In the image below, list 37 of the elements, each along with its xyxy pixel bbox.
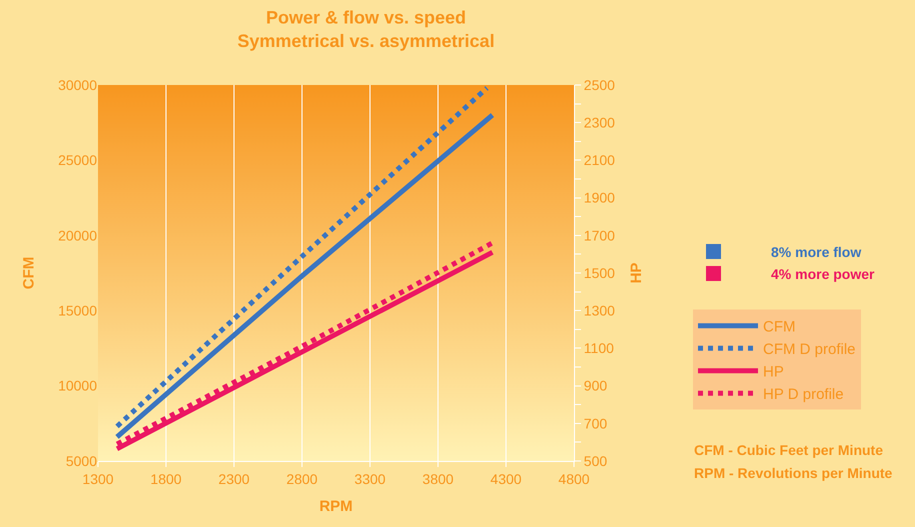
x-axis-title: RPM (319, 498, 353, 515)
text: 8% more flow (771, 244, 862, 260)
y-tick-label: 20000 (58, 227, 98, 244)
chart-title: Power & flow vs. speed Symmetrical vs. asymmetrical (237, 8, 495, 52)
y-tick-label: 10000 (58, 378, 98, 394)
legend-label: CFM D profile (763, 341, 856, 358)
y2-tick-label: 1500 (584, 264, 616, 281)
x-tick-label: 1800 (150, 470, 182, 487)
text: CFM - Cubic Feet per Minute (694, 442, 884, 458)
y2-axis-title: HP (628, 262, 646, 284)
y2-tick-label: 500 (584, 452, 608, 469)
x-tick-label: 3300 (354, 470, 386, 487)
y2-tick-label: 1700 (584, 227, 616, 244)
y2-tick-label: 900 (584, 378, 608, 394)
legend-label: CFM (763, 318, 796, 336)
y-tick-label: 15000 (58, 302, 98, 318)
x-tick-label: 2300 (218, 470, 250, 487)
y2-tick-label: 1900 (584, 190, 616, 206)
x-tick-label: 3800 (422, 470, 454, 487)
y-tick-label: 25000 (58, 152, 98, 168)
y2-tick-label: 1100 (584, 340, 614, 356)
y-axis-title: CFM (20, 256, 38, 290)
y-tick-label: 5000 (66, 452, 98, 469)
y2-tick-label: 2300 (584, 114, 616, 130)
text: RPM - Revolutions per Minute (694, 465, 893, 481)
y2-tick-label: 2500 (584, 76, 616, 93)
y-tick-label: 30000 (58, 76, 98, 93)
x-tick-label: 2800 (286, 470, 318, 487)
y2-tick-label: 700 (584, 415, 608, 432)
x-tick-label: 1300 (82, 470, 114, 487)
y2-tick-label: 2100 (584, 152, 616, 168)
legend-label: HP (763, 364, 784, 381)
legend-label: HP D profile (763, 386, 844, 404)
x-tick-label: 4800 (558, 470, 590, 487)
text: 4% more power (771, 266, 876, 282)
y2-tick-label: 1300 (584, 302, 616, 318)
x-tick-label: 4300 (490, 470, 522, 487)
